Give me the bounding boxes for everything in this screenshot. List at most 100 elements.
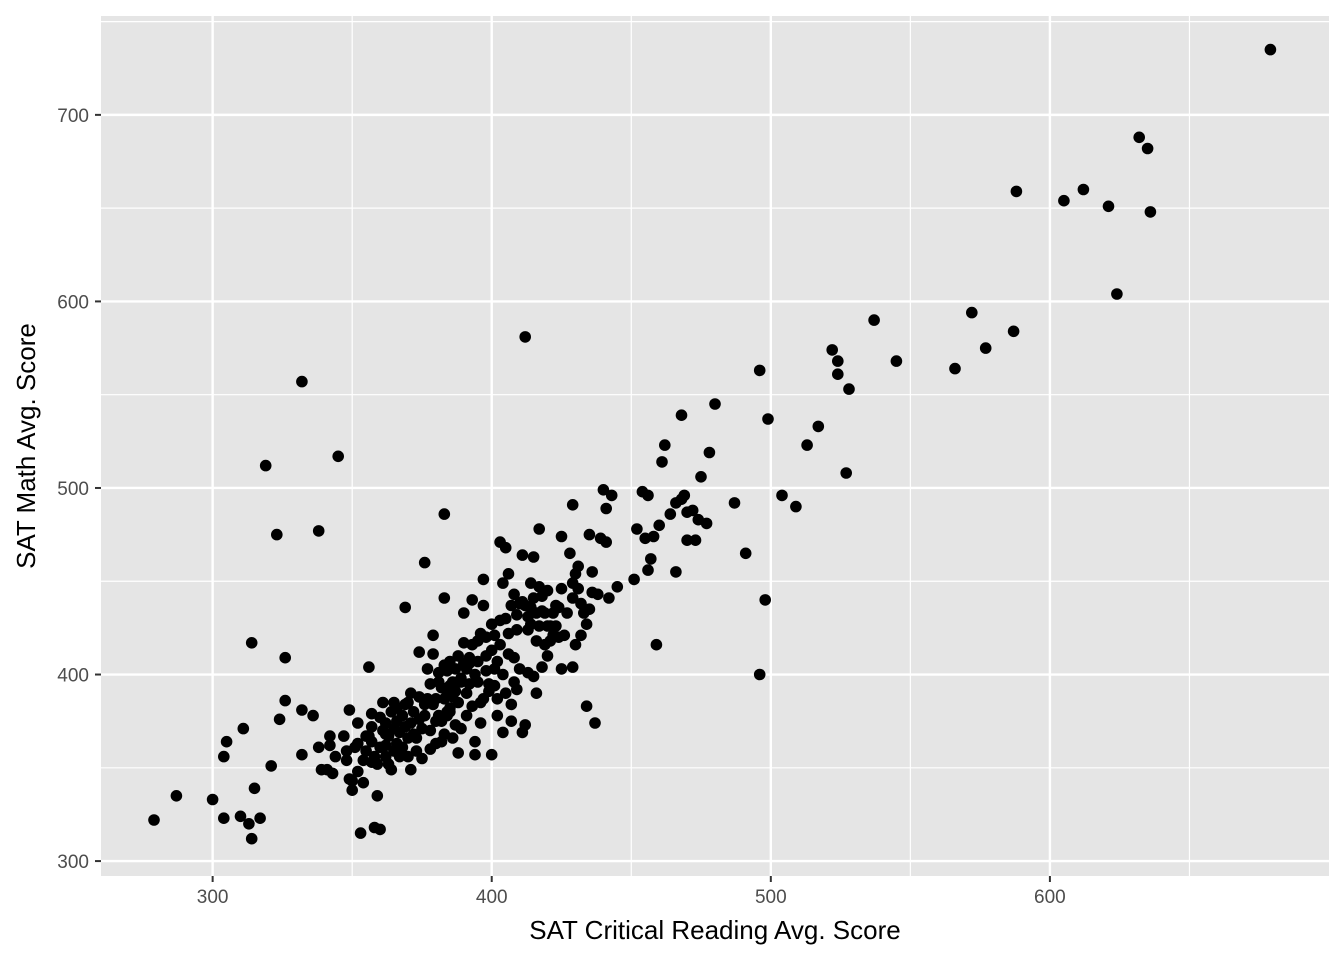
data-point (533, 523, 545, 535)
data-point (405, 763, 417, 776)
data-point (296, 704, 308, 716)
data-point (597, 484, 610, 496)
data-point (396, 709, 409, 722)
data-point (363, 661, 375, 673)
data-point (527, 670, 540, 683)
data-point (642, 564, 654, 576)
data-point (508, 588, 520, 601)
data-point (558, 629, 571, 642)
data-point (307, 709, 319, 722)
data-point (474, 717, 487, 729)
data-point (603, 592, 615, 604)
data-point (371, 758, 384, 770)
data-point (536, 661, 548, 673)
data-point (418, 556, 431, 569)
data-point (354, 827, 367, 839)
data-point (681, 534, 693, 546)
data-point (628, 573, 640, 586)
data-point (499, 612, 512, 625)
minor-gridlines (101, 16, 1329, 876)
data-point (678, 489, 691, 502)
data-point (561, 607, 573, 619)
data-point (502, 568, 515, 580)
y-axis: 300 400 500 600 700 (57, 106, 101, 873)
data-point (485, 748, 498, 761)
y-tick-label: 300 (57, 852, 89, 873)
data-point (575, 629, 587, 642)
data-point (966, 306, 978, 319)
data-point (686, 504, 699, 517)
data-point (1141, 142, 1154, 155)
data-point (296, 748, 308, 761)
data-point (385, 763, 398, 776)
data-point (273, 713, 286, 726)
data-point (664, 508, 677, 520)
data-point (555, 582, 568, 595)
data-point (312, 741, 325, 754)
data-point (1007, 325, 1020, 338)
data-point (485, 644, 498, 657)
data-point (458, 607, 470, 619)
data-point (826, 344, 838, 356)
data-point (564, 547, 576, 560)
data-point (675, 409, 688, 422)
y-tick-label: 700 (57, 106, 89, 127)
data-point (890, 355, 903, 367)
data-point (324, 739, 336, 752)
data-point (519, 719, 531, 731)
data-point (533, 620, 545, 632)
data-point (519, 331, 531, 343)
data-point (218, 750, 230, 763)
data-point (572, 582, 584, 595)
data-point (801, 439, 813, 451)
y-axis-title: SAT Math Avg. Score (11, 323, 41, 569)
data-point (832, 368, 844, 381)
data-point (446, 732, 459, 744)
data-point (812, 420, 825, 433)
data-point (586, 566, 598, 578)
data-point (148, 814, 160, 826)
data-point (642, 489, 654, 502)
data-point (472, 676, 484, 688)
data-point (505, 698, 518, 711)
data-point (488, 629, 501, 642)
data-point (472, 655, 484, 668)
data-point (689, 534, 702, 546)
data-point (170, 790, 183, 802)
data-point (656, 456, 668, 468)
data-point (575, 597, 587, 610)
data-point (508, 651, 520, 664)
data-point (979, 342, 992, 354)
data-point (438, 592, 451, 604)
data-point (469, 748, 481, 761)
data-point (460, 687, 473, 699)
data-point (605, 489, 618, 502)
data-point (449, 663, 462, 675)
data-point (580, 700, 593, 712)
data-point (271, 528, 283, 541)
data-point (265, 760, 278, 772)
data-point (949, 362, 961, 375)
data-point (583, 603, 596, 615)
data-point (324, 730, 336, 742)
data-point (600, 502, 612, 515)
data-point (572, 560, 584, 573)
data-point (413, 646, 426, 658)
data-point (477, 599, 490, 612)
data-point (569, 638, 582, 651)
major-gridlines (101, 16, 1329, 876)
data-point (832, 355, 844, 367)
data-point (488, 679, 501, 692)
data-point (399, 601, 412, 614)
data-point (379, 739, 392, 752)
data-point (589, 717, 601, 729)
data-point (670, 566, 682, 578)
x-tick-label: 600 (1034, 887, 1066, 908)
data-point (497, 726, 509, 739)
data-point (449, 685, 462, 698)
data-point (326, 767, 339, 780)
data-point (352, 737, 364, 750)
data-point (611, 581, 624, 593)
data-point (371, 790, 384, 802)
data-point (416, 752, 428, 765)
